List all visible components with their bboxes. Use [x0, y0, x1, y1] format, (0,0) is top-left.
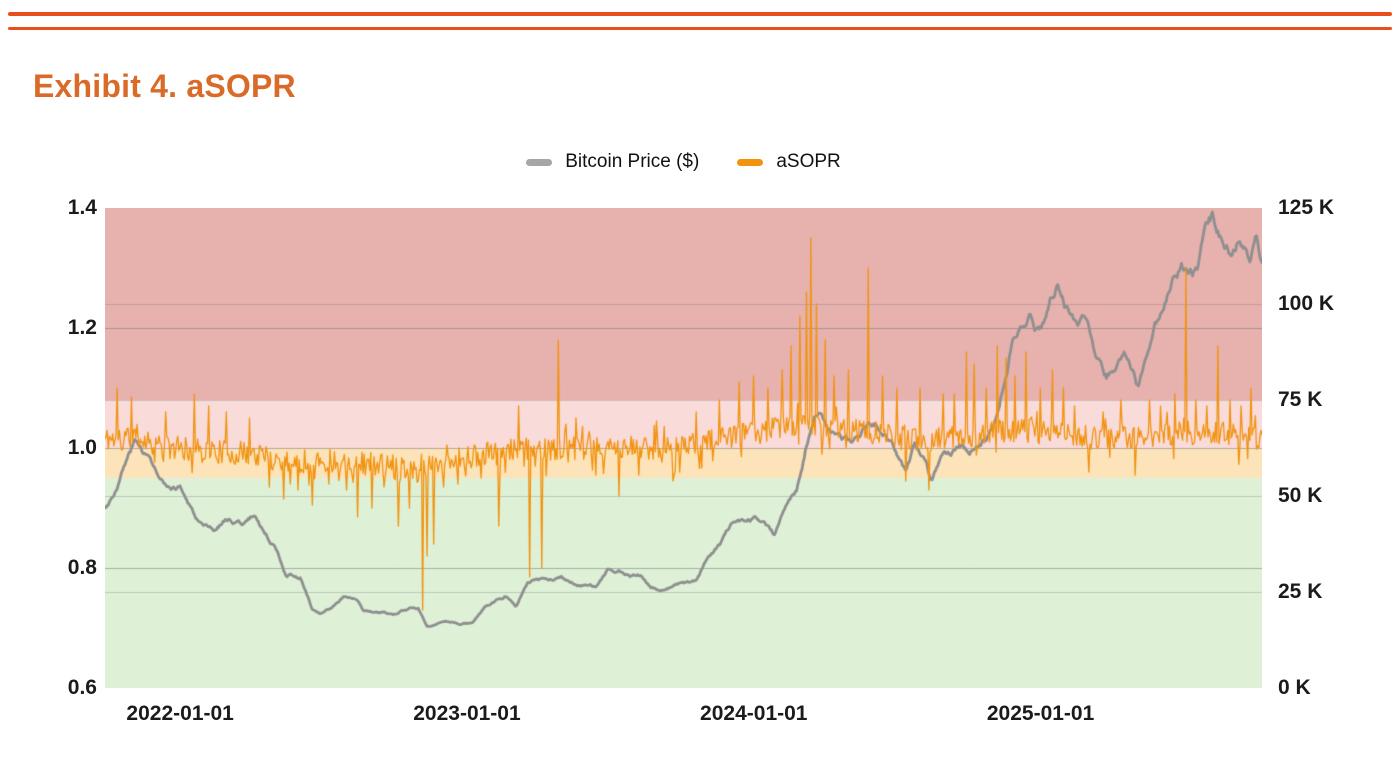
top-divider-line-2: [8, 27, 1392, 30]
y-axis-right-tick: 75 K: [1278, 388, 1323, 411]
legend-label-asopr: aSOPR: [776, 151, 841, 172]
y-axis-left-tick: 1.2: [67, 316, 97, 339]
chart-title: Exhibit 4. aSOPR: [33, 68, 296, 104]
x-axis-tick: 2025-01-01: [986, 702, 1095, 725]
y-axis-left-tick: 1.0: [67, 436, 97, 459]
y-axis-left-tick: 0.8: [67, 556, 97, 579]
x-axis-tick: 2022-01-01: [126, 702, 234, 725]
x-axis-tick: 2024-01-01: [700, 702, 808, 725]
legend-label-bitcoin-price: Bitcoin Price ($): [565, 151, 700, 172]
legend-item-bitcoin-price: Bitcoin Price ($): [526, 151, 699, 173]
legend-swatch-asopr: [737, 158, 764, 166]
legend-item-asopr: aSOPR: [737, 151, 841, 173]
y-axis-right-tick: 100 K: [1278, 292, 1335, 315]
y-axis-right-tick: 125 K: [1278, 196, 1335, 219]
y-axis-right-tick: 0 K: [1278, 676, 1311, 699]
top-divider-line-1: [8, 12, 1392, 16]
chart-canvas: [105, 208, 1262, 688]
y-axis-left-tick: 1.4: [67, 196, 97, 219]
y-axis-left-tick: 0.6: [67, 676, 97, 699]
legend-swatch-bitcoin-price: [526, 158, 553, 166]
x-axis-tick: 2023-01-01: [413, 702, 521, 725]
y-axis-right-tick: 25 K: [1278, 580, 1323, 603]
chart-legend: Bitcoin Price ($) aSOPR: [105, 151, 1262, 173]
y-axis-right-tick: 50 K: [1278, 484, 1323, 507]
